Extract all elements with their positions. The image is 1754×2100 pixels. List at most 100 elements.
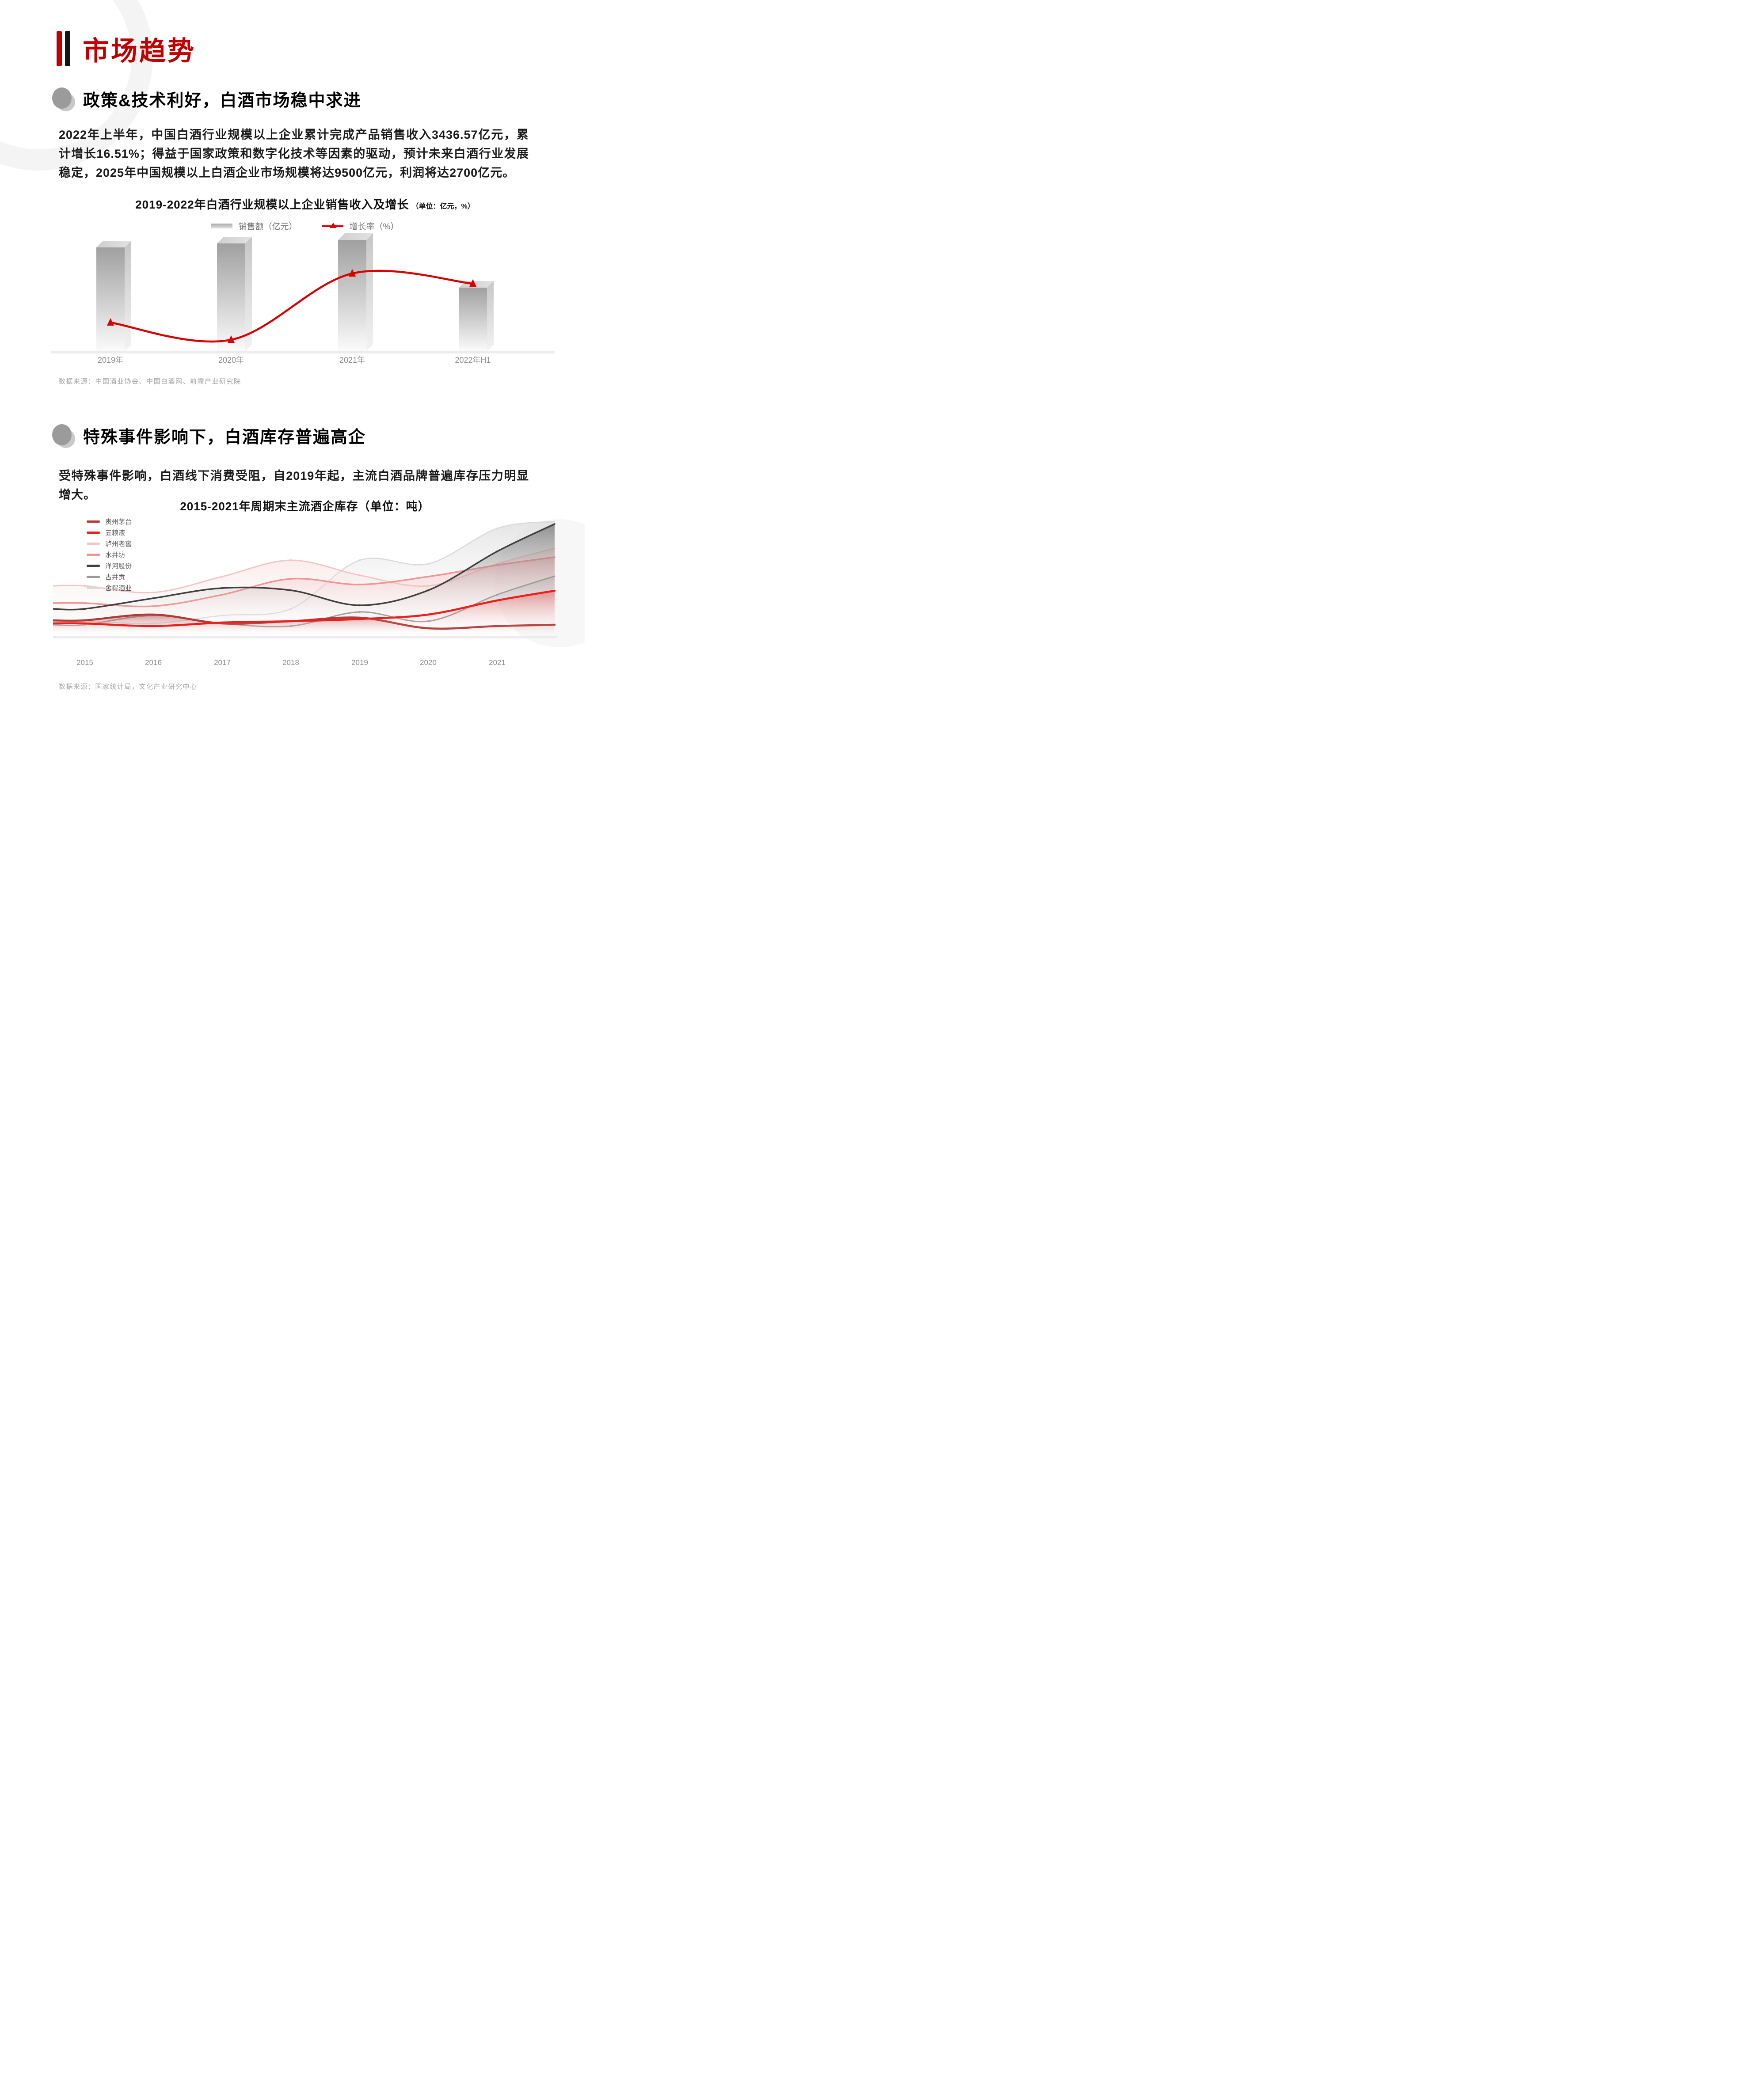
x-axis-label: 2021年 — [339, 356, 365, 365]
legend-label: 洋河股份 — [105, 562, 132, 570]
series-point — [84, 602, 86, 604]
series-point — [152, 625, 155, 627]
series-point — [84, 619, 86, 622]
bar-top-face — [338, 233, 373, 240]
legend-item: 水井坊 — [87, 551, 132, 559]
series-point — [289, 577, 292, 580]
section-bullet-icon — [52, 87, 75, 111]
x-axis-label: 2021 — [489, 658, 506, 667]
title-accent-bar-red — [57, 31, 62, 66]
series-point — [84, 622, 86, 625]
growth-marker-icon — [349, 269, 356, 277]
series-point — [427, 589, 430, 592]
section-1-heading: 政策&技术利好，白酒市场稳中求进 — [83, 91, 361, 110]
x-axis-label: 2017 — [214, 658, 231, 667]
legend-item: 洋河股份 — [87, 562, 132, 570]
series-point — [496, 550, 498, 553]
sales-growth-chart: 2019年 2020年 2021年 2022年H1 — [51, 233, 555, 365]
series-point — [84, 608, 86, 610]
sales-bar — [338, 240, 366, 351]
series-point — [152, 597, 155, 600]
series-point — [289, 620, 292, 623]
section-2-heading: 特殊事件影响下，白酒库存普遍高企 — [83, 428, 366, 447]
legend-item: 舍得酒业 — [87, 584, 132, 592]
growth-marker-icon — [228, 335, 235, 343]
sales-bar — [96, 247, 125, 351]
series-point — [358, 604, 361, 607]
x-axis-label: 2020 — [420, 658, 437, 667]
series-line — [53, 523, 555, 611]
series-point — [221, 621, 224, 624]
section-1-paragraph: 2022年上半年，中国白酒行业规模以上企业累计完成产品销售收入3436.57亿元… — [59, 128, 529, 179]
growth-line — [109, 270, 474, 343]
report-page: 市场趋势 政策&技术利好，白酒市场稳中求进 2022年上半年，中国白酒行业规模以… — [0, 0, 585, 700]
legend-label: 泸州老窖 — [105, 540, 132, 548]
legend-label: 五粮液 — [105, 529, 126, 537]
x-axis-label: 2020年 — [218, 356, 244, 365]
series-point — [289, 559, 292, 562]
x-axis-label: 2018 — [282, 658, 299, 667]
legend-label: 贵州茅台 — [105, 518, 132, 526]
chart-2-title: 2015-2021年周期末主流酒企库存（单位：吨） — [180, 500, 430, 513]
x-axis-label: 2015 — [76, 658, 93, 667]
series-point — [221, 575, 224, 578]
legend-swatch-icon — [87, 520, 100, 523]
series-point — [427, 575, 430, 578]
section-2-heading-row: 特殊事件影响下，白酒库存普遍高企 — [52, 423, 366, 448]
legend-label: 水井坊 — [105, 551, 126, 559]
legend-swatch-icon — [87, 554, 100, 556]
x-axis-label: 2022年H1 — [455, 356, 491, 365]
chart-1-source: 数据来源：中国酒业协会、中国白酒网、前瞻产业研究院 — [59, 378, 241, 385]
series-point — [84, 585, 86, 587]
series-point — [358, 618, 361, 620]
legend-swatch-icon — [87, 587, 100, 589]
chart-1-title: 2019-2022年白酒行业规模以上企业销售收入及增长 （单位：亿元，%） — [135, 198, 475, 211]
legend-swatch-icon — [87, 576, 100, 578]
sales-legend-label: 销售额（亿元） — [238, 222, 297, 232]
series-area — [53, 591, 555, 636]
legend-swatch-icon — [87, 543, 100, 545]
series-point — [289, 589, 292, 592]
growth-legend-swatch-icon — [322, 222, 343, 228]
x-axis-label: 2019年 — [98, 356, 123, 365]
inventory-chart: 2015 2016 2017 2018 2019 2020 2021 — [53, 520, 557, 667]
growth-marker-icon — [469, 279, 476, 287]
page-title-block: 市场趋势 — [57, 30, 196, 67]
series-point — [358, 583, 361, 586]
series-point — [358, 574, 361, 577]
legend-item: 古井贡 — [87, 573, 132, 581]
bar-side-face — [245, 237, 252, 351]
chart-1-baseline — [51, 351, 555, 353]
title-accent-bar-black — [65, 31, 70, 66]
chart-1-legend: 销售额（亿元） 增长率（%） — [53, 220, 557, 232]
growth-marker-icon — [107, 318, 114, 326]
legend-swatch-icon — [87, 565, 100, 567]
x-axis-label: 2019 — [351, 658, 368, 667]
page-title: 市场趋势 — [83, 36, 196, 66]
series-line — [53, 589, 556, 627]
sales-bar — [217, 243, 245, 351]
legend-label: 舍得酒业 — [105, 585, 132, 592]
series-point — [496, 527, 498, 530]
series-area — [53, 524, 555, 636]
bar-top-face — [217, 237, 252, 243]
legend-item: 贵州茅台 — [87, 518, 132, 526]
series-point — [496, 599, 498, 602]
legend-item: 泸州老窖 — [87, 540, 132, 548]
chart-2-legend: 贵州茅台五粮液泸州老窖水井坊洋河股份古井贡舍得酒业 — [87, 518, 132, 592]
bar-side-face — [125, 241, 131, 351]
bar-top-face — [96, 241, 131, 247]
bar-side-face — [487, 281, 494, 351]
series-point — [427, 562, 430, 565]
series-point — [152, 591, 155, 594]
section-bullet-icon — [52, 424, 75, 448]
series-point — [427, 613, 430, 616]
growth-legend-label: 增长率（%） — [349, 222, 399, 232]
section-1-heading-row: 政策&技术利好，白酒市场稳中求进 — [52, 87, 361, 111]
chart-2-source: 数据来源：国家统计局，文化产业研究中心 — [59, 683, 198, 691]
sales-legend-swatch-icon — [211, 224, 232, 228]
section-2-paragraph: 受特殊事件影响，白酒线下消费受阻，自2019年起，主流白酒品牌普遍库存压力明显增… — [59, 469, 529, 501]
series-point — [358, 559, 361, 562]
sales-bar — [459, 288, 487, 351]
chart-2-baseline — [53, 636, 557, 638]
